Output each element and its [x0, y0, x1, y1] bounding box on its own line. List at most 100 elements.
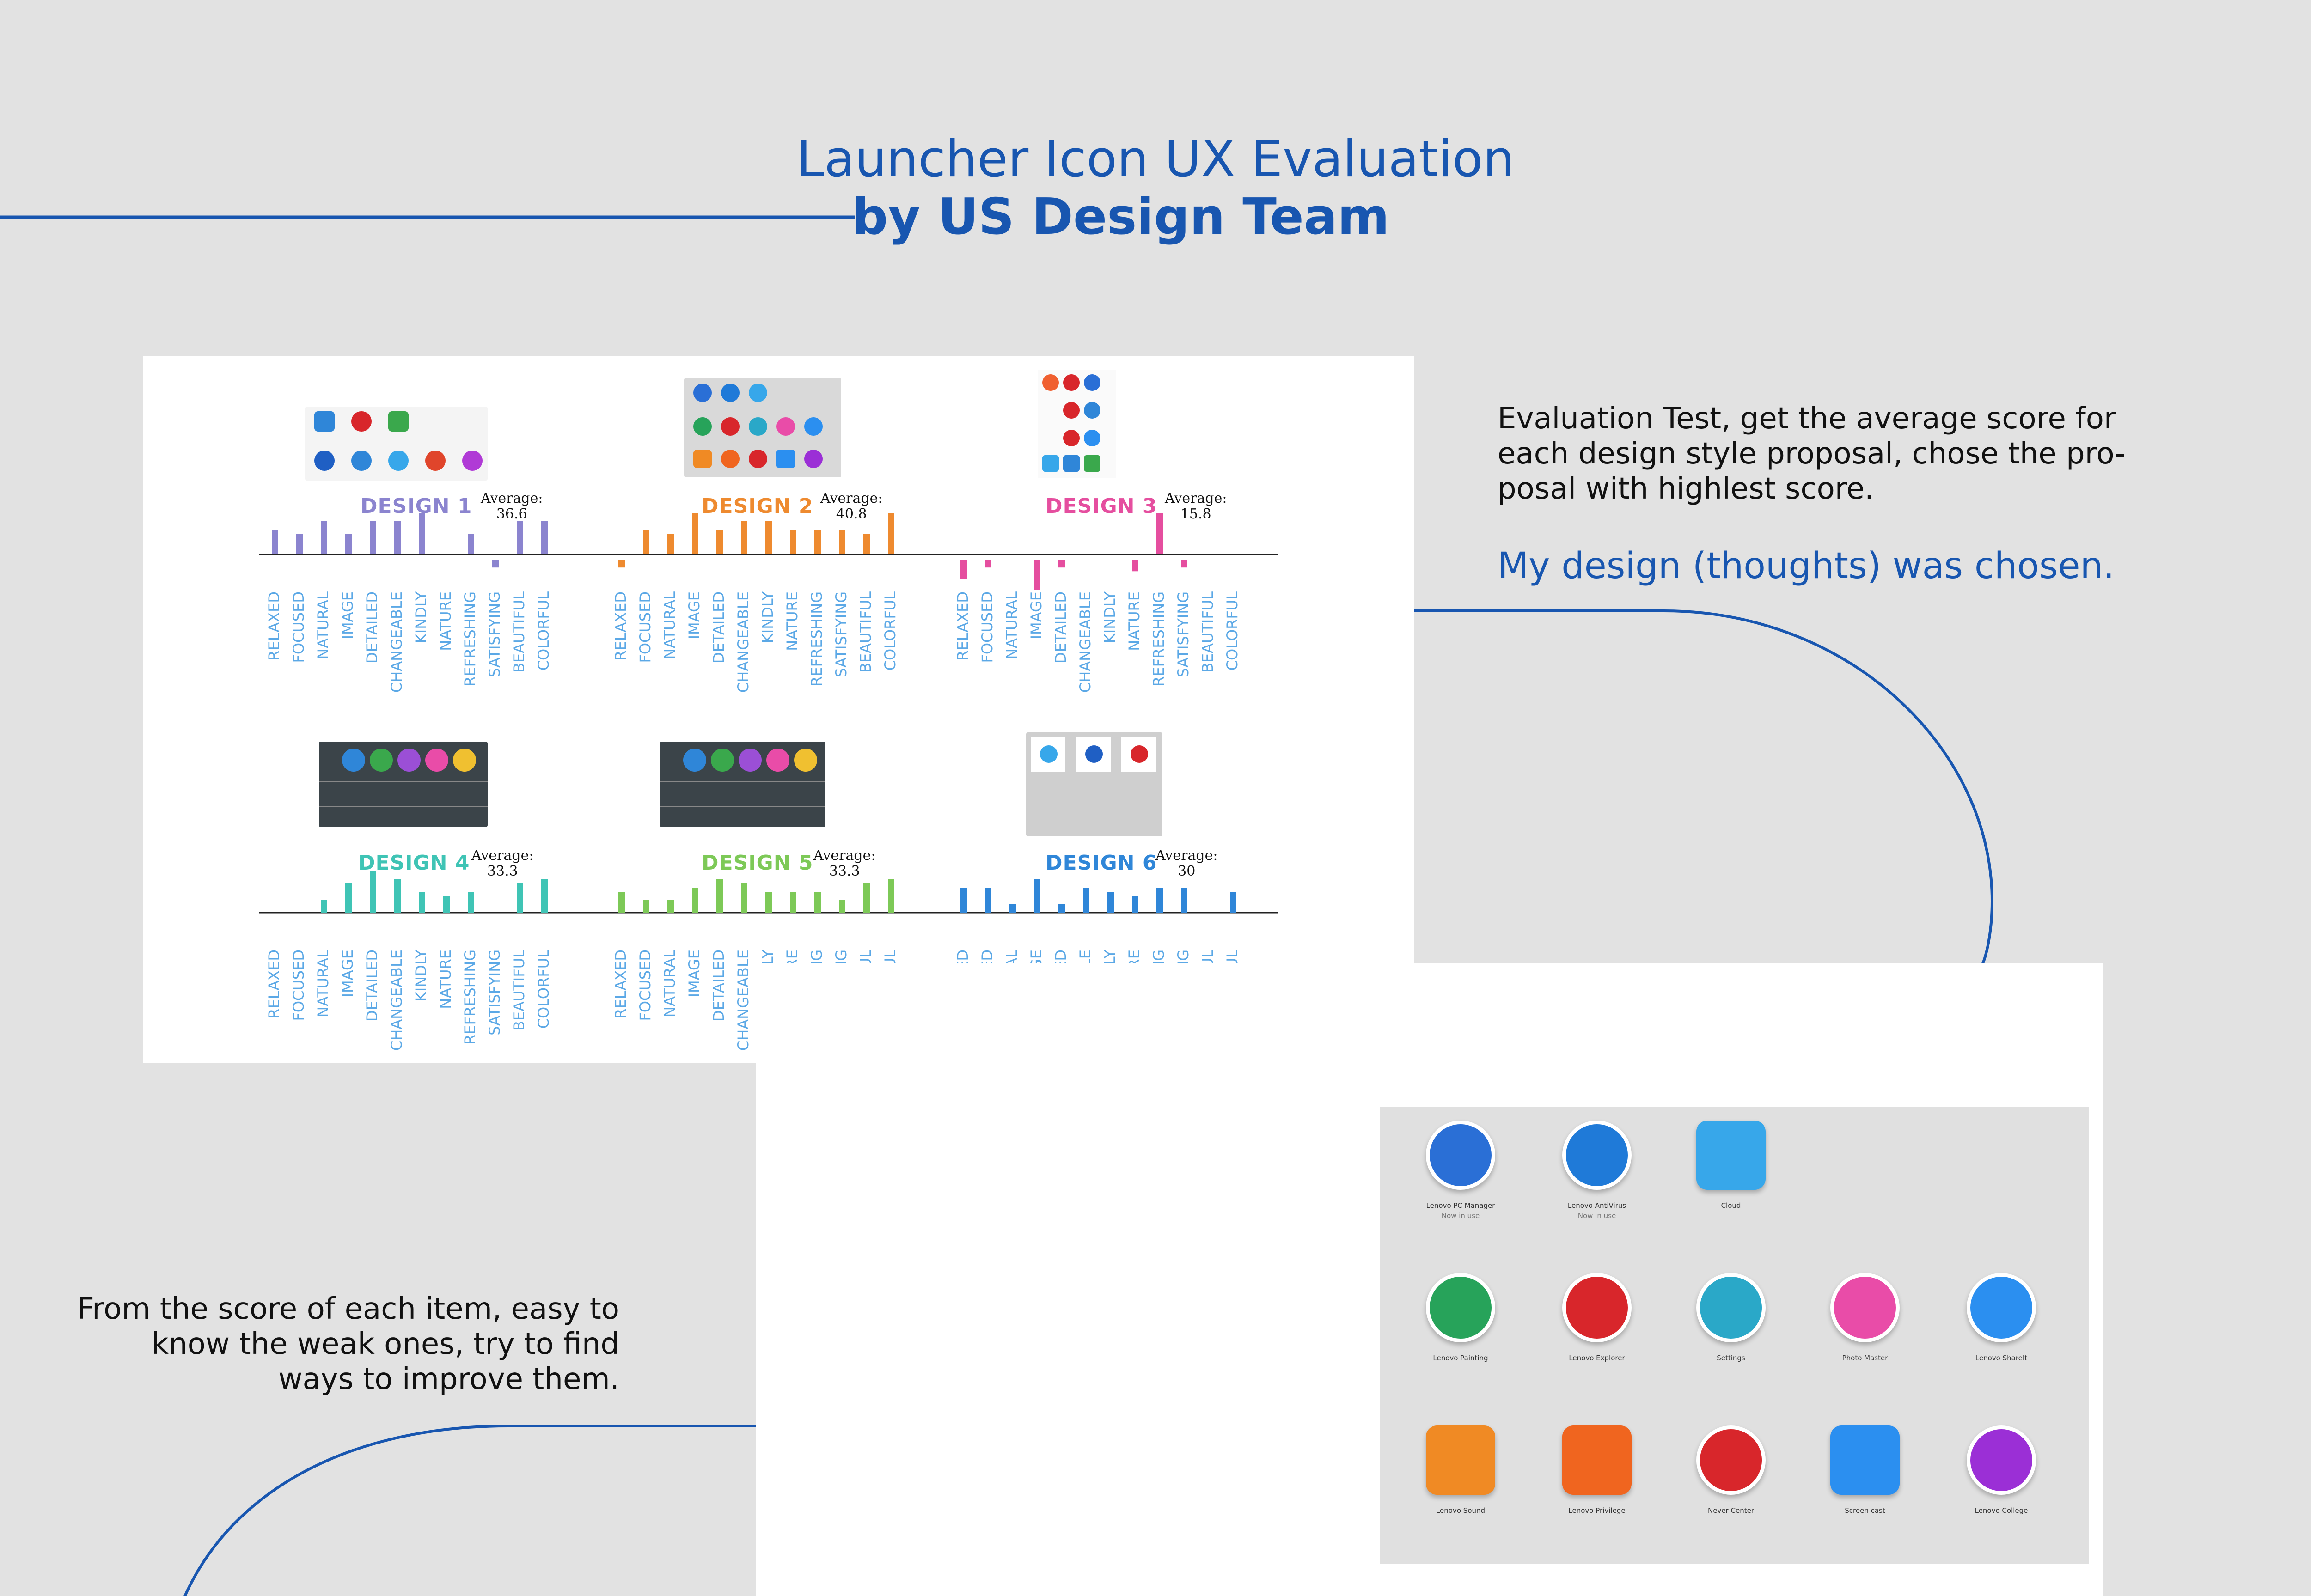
tick-label: COLORFUL: [1223, 591, 1241, 670]
bar: [839, 900, 845, 913]
settings-icon: [749, 417, 767, 436]
design-1-thumbnail: [305, 407, 488, 481]
antivirus-icon: [721, 384, 740, 402]
average-label: Average:: [813, 847, 876, 864]
compass-icon: [425, 451, 446, 471]
bar: [790, 892, 796, 913]
bar: [492, 560, 499, 568]
antivirus-shield-icon[interactable]: [1562, 1121, 1632, 1190]
share-icon: [804, 417, 823, 436]
app-label: Lenovo College: [1975, 1506, 2028, 1515]
bar: [1181, 560, 1187, 568]
bar: [960, 888, 967, 913]
app-label: Screen cast: [1845, 1506, 1885, 1515]
divider: [319, 781, 488, 782]
tick-label: NATURE: [437, 591, 454, 651]
tick-label: NATURAL: [661, 591, 679, 659]
bar: [667, 900, 674, 913]
app-sublabel: Now in use: [1577, 1212, 1616, 1220]
chart-title: DESIGN 4: [358, 851, 470, 875]
sound-icon: [693, 450, 712, 468]
tick-label: DETAILED: [363, 950, 381, 1022]
tick-label: NATURAL: [314, 950, 332, 1017]
chart-average: Average: 33.3: [813, 848, 875, 879]
college-sprout-icon[interactable]: [1967, 1425, 2036, 1495]
cloud-icon[interactable]: [1696, 1121, 1766, 1190]
bar: [618, 560, 625, 568]
tick-label: REFRESHING: [1150, 591, 1168, 687]
chart-average: Average: 33.3: [471, 848, 533, 879]
title-line-1: Launcher Icon UX Evaluation: [796, 130, 1515, 188]
bar: [692, 513, 698, 554]
bar: [765, 892, 772, 913]
average-value: 36.6: [496, 506, 527, 522]
bar: [863, 534, 870, 554]
bar: [790, 530, 796, 554]
icon: [1084, 430, 1100, 446]
bar: [468, 892, 474, 913]
tick-label: BEAUTIFUL: [1199, 591, 1217, 673]
average-label: Average:: [481, 490, 543, 506]
share-icon[interactable]: [1967, 1273, 2036, 1342]
tick-label: REFRESHING: [461, 950, 479, 1045]
tick-label: NATURE: [783, 591, 801, 651]
icon: [453, 749, 476, 772]
bar: [618, 892, 625, 913]
design-2-thumbnail: [684, 378, 841, 477]
privilege-v-icon[interactable]: [1562, 1425, 1632, 1495]
bar: [1132, 560, 1138, 572]
app-label: Lenovo Painting: [1433, 1354, 1488, 1362]
icon: [683, 749, 706, 772]
tick-label: BEAUTIFUL: [510, 591, 528, 673]
app-label: Never Center: [1708, 1506, 1754, 1515]
bar: [394, 879, 401, 913]
chosen-statement: My design (thoughts) was chosen.: [1498, 545, 2115, 587]
chart-title: DESIGN 2: [702, 494, 813, 518]
settings-sliders-icon[interactable]: [1696, 1273, 1766, 1342]
app-label: Lenovo AntiVirus: [1567, 1201, 1626, 1210]
app-label: Lenovo ShareIt: [1975, 1354, 2028, 1362]
bar: [1156, 888, 1163, 913]
bar: [1034, 879, 1040, 913]
tick-label: REFRESHING: [461, 591, 479, 687]
icon: [794, 749, 817, 772]
tick-label: IMAGE: [339, 950, 356, 997]
tick-label: FOCUSED: [290, 950, 307, 1021]
bar: [1058, 560, 1065, 568]
bar: [716, 530, 723, 554]
divider: [319, 806, 488, 807]
icon: [739, 749, 762, 772]
bar: [345, 534, 352, 554]
tick-label: DETAILED: [710, 950, 728, 1022]
never-center-icon[interactable]: [1696, 1425, 1766, 1495]
pc-manager-icon[interactable]: [1426, 1121, 1495, 1190]
bar: [643, 530, 649, 554]
bar: [863, 883, 870, 913]
bar: [888, 879, 894, 913]
average-value: 40.8: [836, 506, 867, 522]
tick-label: REFRESHING: [808, 591, 825, 687]
compass-icon: [721, 417, 740, 436]
bar: [839, 530, 845, 554]
screen-cast-icon[interactable]: [1830, 1425, 1900, 1495]
tick-label: NATURAL: [314, 591, 332, 659]
sprout-icon: [388, 411, 409, 432]
pc-manager-icon: [314, 451, 335, 471]
compass-icon[interactable]: [1562, 1273, 1632, 1342]
pc-icon: [314, 411, 335, 432]
speaker-icon[interactable]: [1426, 1425, 1495, 1495]
shield-icon: [351, 451, 372, 471]
app-label: Lenovo PC Manager: [1426, 1201, 1495, 1210]
cloud-icon: [388, 451, 409, 471]
photo-flower-icon[interactable]: [1830, 1273, 1900, 1342]
tick-label: CHANGEABLE: [734, 591, 752, 693]
painting-icon[interactable]: [1426, 1273, 1495, 1342]
tick-label: DETAILED: [363, 591, 381, 664]
bar: [1181, 888, 1187, 913]
app-label: Lenovo Sound: [1436, 1506, 1486, 1515]
tick-label: FOCUSED: [978, 591, 996, 663]
tick-label: FOCUSED: [290, 591, 307, 663]
bar: [443, 896, 450, 913]
bar: [1083, 888, 1089, 913]
app-label: Cloud: [1721, 1201, 1741, 1210]
